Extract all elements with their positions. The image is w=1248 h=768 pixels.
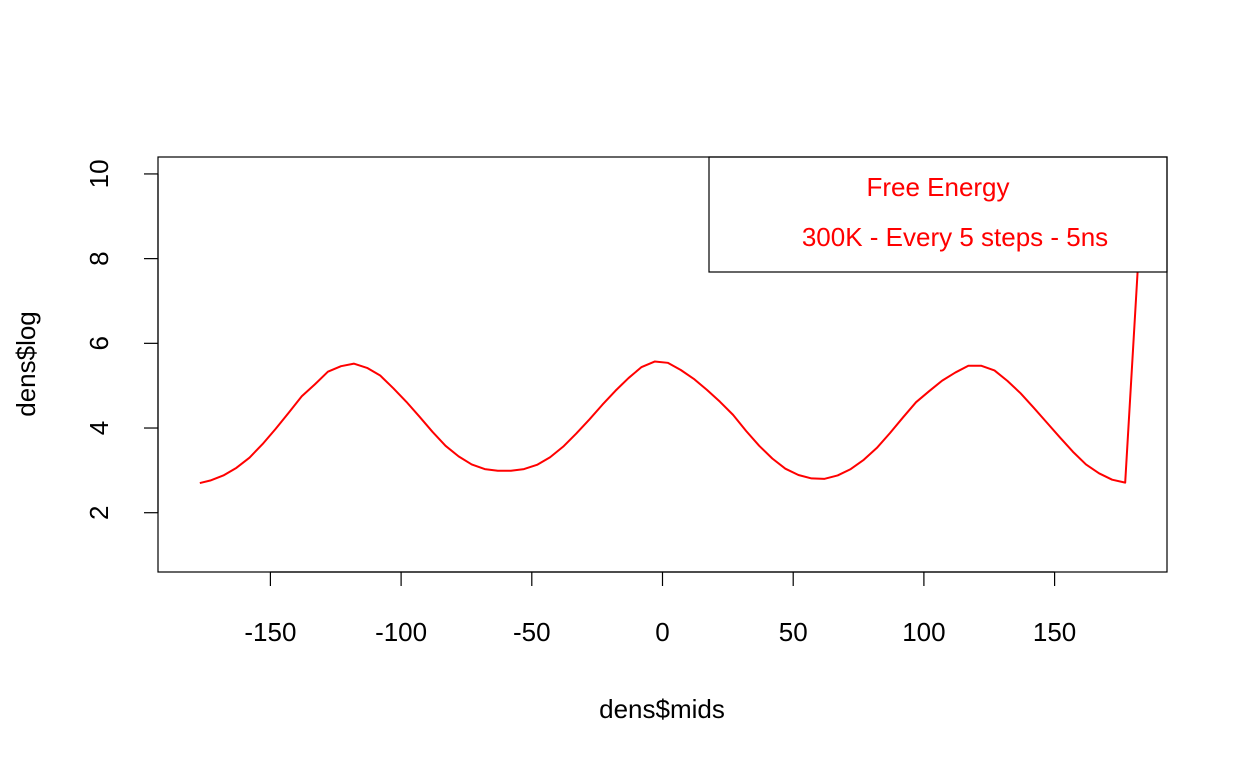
x-axis-label: dens$mids: [599, 694, 725, 724]
y-axis: 2 4 6 8 10: [84, 159, 159, 520]
x-tick-label: -150: [244, 617, 296, 647]
legend-line-2: 300K - Every 5 steps - 5ns: [802, 222, 1108, 252]
x-axis: -150 -100 -50 0 50 100 150: [244, 571, 1076, 647]
y-tick-label: 8: [84, 251, 114, 265]
x-tick-label: -50: [513, 617, 551, 647]
y-tick-label: 2: [84, 505, 114, 519]
legend-box: [708, 156, 1168, 273]
y-axis-label: dens$log: [11, 311, 41, 417]
y-tick-label: 6: [84, 336, 114, 350]
x-tick-label: 0: [655, 617, 669, 647]
series-line: [199, 260, 1140, 485]
y-tick-label: 10: [84, 159, 114, 188]
x-tick-label: 50: [779, 617, 808, 647]
x-tick-label: -100: [375, 617, 427, 647]
x-tick-label: 100: [902, 617, 945, 647]
legend-line-1: Free Energy: [866, 172, 1009, 202]
y-tick-label: 4: [84, 421, 114, 435]
legend: Free Energy 300K - Every 5 steps - 5ns: [708, 156, 1168, 273]
x-tick-label: 150: [1033, 617, 1076, 647]
data-layer: [199, 260, 1140, 485]
